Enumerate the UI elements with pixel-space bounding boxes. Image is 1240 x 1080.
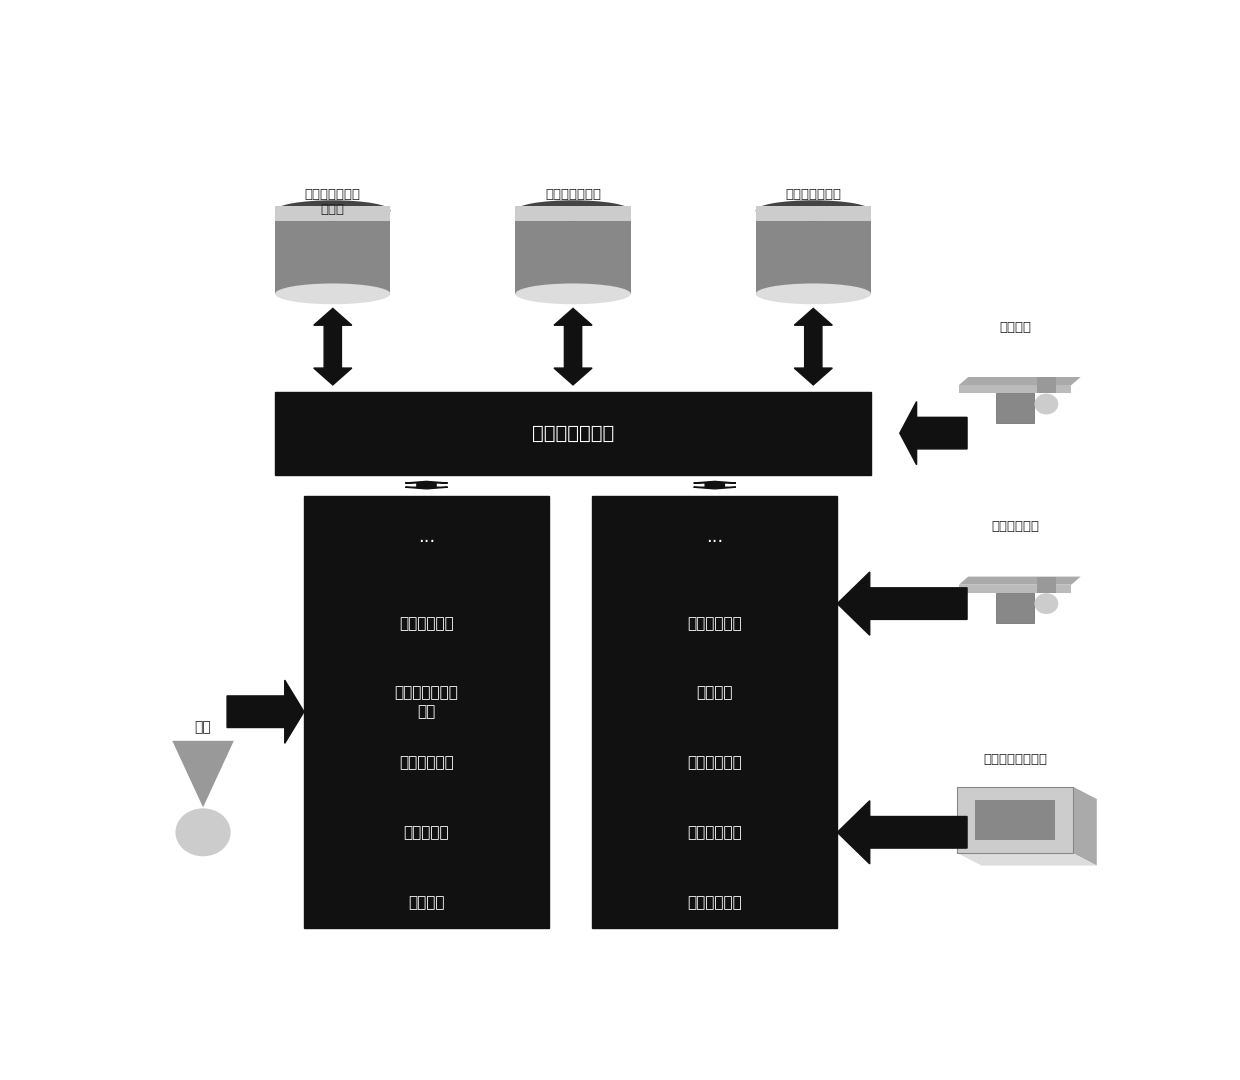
Polygon shape	[1037, 377, 1055, 393]
Bar	[959, 584, 1071, 593]
Polygon shape	[172, 741, 234, 808]
Bar	[593, 496, 837, 928]
Bar	[275, 211, 391, 294]
Bar	[957, 786, 1073, 853]
Polygon shape	[837, 572, 967, 635]
Bar	[997, 393, 1034, 423]
Text: 云平台计算中心: 云平台计算中心	[532, 423, 614, 443]
Text: ...: ...	[418, 528, 435, 546]
Polygon shape	[1073, 786, 1097, 865]
Bar	[975, 800, 1055, 840]
Bar	[304, 496, 549, 928]
Bar	[997, 593, 1034, 622]
Text: 使用及输出状态
数据: 使用及输出状态 数据	[394, 686, 459, 719]
Ellipse shape	[516, 200, 631, 221]
Polygon shape	[959, 377, 1081, 386]
Text: 参数设定值: 参数设定值	[404, 825, 449, 840]
Bar	[275, 392, 870, 475]
Text: 分析技术数据库: 分析技术数据库	[546, 188, 601, 201]
Circle shape	[1035, 394, 1058, 414]
Text: 治疗方案数据库: 治疗方案数据库	[785, 188, 841, 201]
Bar	[275, 205, 391, 220]
Text: 病患: 病患	[195, 720, 212, 734]
Text: 输入操作信息: 输入操作信息	[399, 755, 454, 770]
Text: 医疗机构平台: 医疗机构平台	[687, 894, 743, 909]
Polygon shape	[1037, 577, 1055, 593]
Text: 医院负责人员: 医院负责人员	[991, 521, 1039, 534]
Ellipse shape	[275, 200, 391, 221]
Polygon shape	[957, 853, 1097, 865]
Text: 临床数据信息: 临床数据信息	[687, 616, 743, 631]
Circle shape	[1035, 594, 1058, 613]
Polygon shape	[959, 577, 1081, 584]
Polygon shape	[900, 402, 967, 464]
Text: 耗材状态信息: 耗材状态信息	[399, 616, 454, 631]
Polygon shape	[837, 800, 967, 864]
Bar	[959, 386, 1071, 393]
Text: ...: ...	[706, 528, 723, 546]
Text: 病人基本信息: 病人基本信息	[687, 825, 743, 840]
Text: 中心设备: 中心设备	[408, 894, 445, 909]
Text: 公司管理: 公司管理	[999, 321, 1032, 334]
Polygon shape	[795, 309, 832, 384]
Ellipse shape	[755, 200, 870, 221]
Text: 治疗方案: 治疗方案	[697, 686, 733, 701]
Bar	[755, 211, 870, 294]
Text: 病人及设备使用
数据库: 病人及设备使用 数据库	[305, 188, 361, 216]
Text: 医疗机构联网设备: 医疗机构联网设备	[983, 754, 1047, 767]
Bar	[516, 205, 631, 220]
Polygon shape	[693, 482, 735, 489]
Polygon shape	[314, 309, 352, 384]
Ellipse shape	[516, 283, 631, 305]
Polygon shape	[405, 482, 448, 489]
Polygon shape	[227, 680, 304, 743]
Circle shape	[176, 809, 229, 855]
Bar	[516, 211, 631, 294]
Text: 病人综合信息: 病人综合信息	[687, 755, 743, 770]
Ellipse shape	[275, 283, 391, 305]
Polygon shape	[554, 309, 591, 384]
Bar	[755, 205, 870, 220]
Ellipse shape	[755, 283, 870, 305]
